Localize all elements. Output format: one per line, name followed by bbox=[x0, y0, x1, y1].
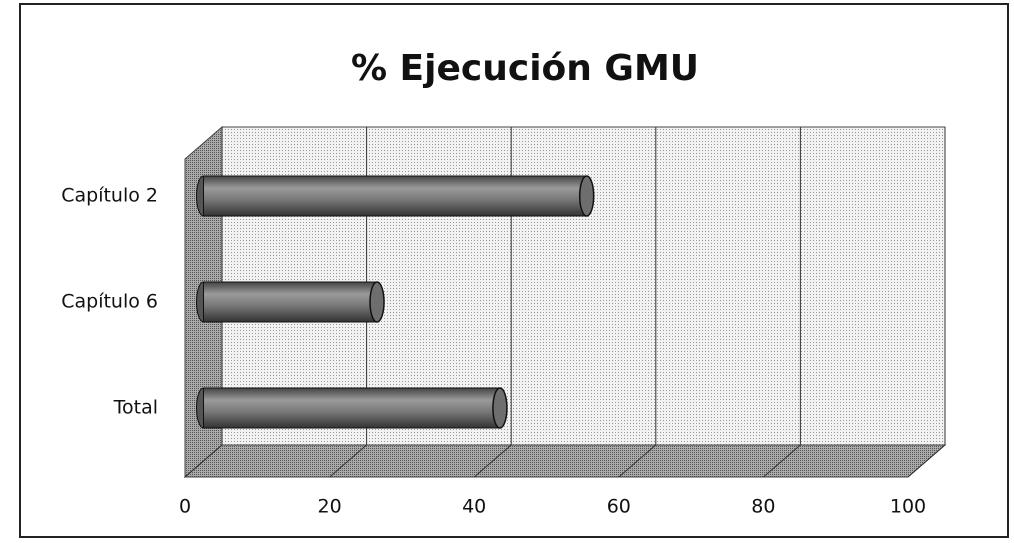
floor-grid-line bbox=[618, 444, 657, 478]
x-tick-label: 60 bbox=[607, 496, 631, 518]
x-tick-label: 80 bbox=[751, 496, 775, 518]
bar-end-cap bbox=[369, 281, 385, 323]
x-tick-label: 20 bbox=[318, 496, 342, 518]
floor-grid-line bbox=[184, 444, 223, 478]
bar-end-cap bbox=[492, 387, 508, 429]
floor-grid-line bbox=[473, 444, 512, 478]
bar bbox=[203, 281, 378, 323]
floor-grid-line bbox=[329, 444, 367, 478]
x-tick-label: 100 bbox=[890, 496, 926, 518]
y-tick-label: Capítulo 6 bbox=[61, 291, 158, 313]
floor-grid-line bbox=[907, 444, 946, 478]
y-tick-label: Capítulo 2 bbox=[61, 185, 158, 207]
bar bbox=[203, 387, 501, 429]
floor-grid-line bbox=[763, 444, 801, 478]
chart-title: % Ejecución GMU bbox=[351, 48, 699, 89]
frame bbox=[19, 3, 1009, 538]
bar-end-cap bbox=[578, 175, 595, 217]
y-tick-label: Total bbox=[113, 397, 158, 419]
bar bbox=[203, 175, 588, 217]
x-tick-label: 0 bbox=[179, 496, 191, 518]
floor bbox=[183, 444, 947, 478]
x-tick-label: 40 bbox=[462, 496, 486, 518]
